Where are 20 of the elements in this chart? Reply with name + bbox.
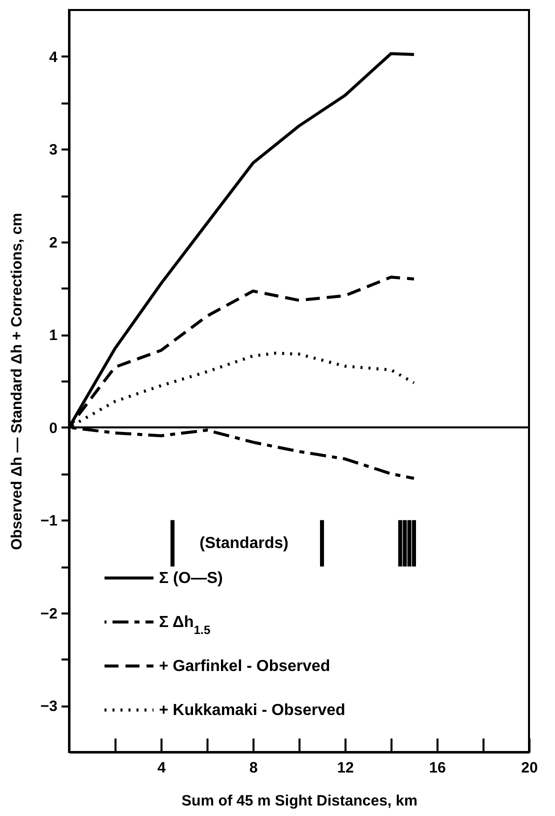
y-tick-label: −1 [40, 512, 58, 530]
y-tick-label: −2 [40, 605, 58, 622]
x-tick-label: 4 [157, 760, 166, 776]
y-tick-label: 3 [49, 142, 58, 159]
y-tick-label: 0 [49, 420, 58, 437]
x-axis-title: Sum of 45 m Sight Distances, km [182, 792, 418, 810]
legend-label: + Kukkamaki - Observed [159, 702, 346, 719]
legend-label: Σ (O—S) [159, 570, 223, 587]
annotation: (Standards) [200, 535, 288, 552]
y-tick-label: −3 [40, 698, 58, 716]
legend-label: + Garfinkel - Observed [159, 658, 330, 675]
y-tick-label: 1 [49, 327, 58, 344]
x-tick-label: 12 [337, 760, 354, 776]
x-tick-label: 20 [521, 760, 538, 776]
x-tick-label: 8 [249, 760, 258, 776]
y-tick-label: 4 [49, 48, 58, 66]
legend-label: Σ Δh$_{1.5}$ [159, 614, 211, 637]
y-axis-title: Observed Δh — Standard Δh + Corrections, cm [8, 212, 26, 550]
x-tick-label: 16 [429, 760, 446, 776]
y-tick-label: 2 [49, 234, 58, 252]
